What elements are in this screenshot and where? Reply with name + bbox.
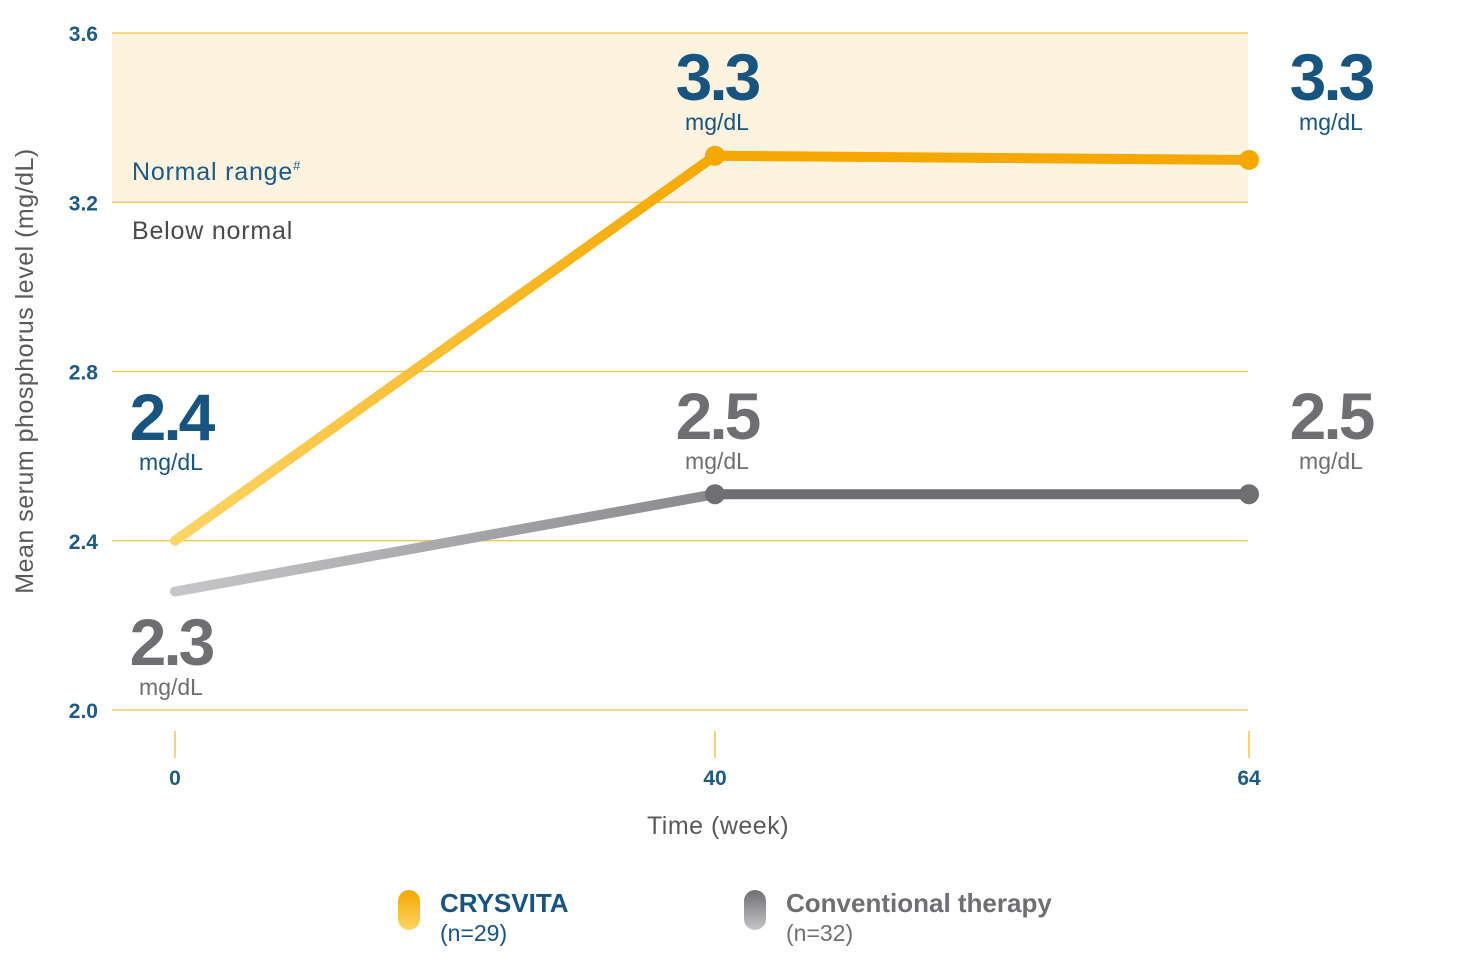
legend-conventional: Conventional therapy (n=32)	[744, 888, 1052, 948]
crysvita-point	[705, 145, 725, 166]
conventional-unit-label: mg/dL	[139, 674, 203, 700]
conventional-unit-label: mg/dL	[685, 448, 749, 474]
conventional-point	[1239, 484, 1259, 505]
conventional-value-label: 2.3	[130, 605, 214, 679]
normal-range-marker: #	[293, 158, 301, 173]
conventional-value-label: 2.5	[676, 379, 760, 453]
x-tick-label: 64	[1237, 767, 1261, 790]
legend-label-crysvita: CRYSVITA	[440, 888, 569, 918]
legend-n-conventional: (n=32)	[786, 920, 854, 946]
y-tick-label: 3.2	[69, 192, 98, 215]
legend-label-conventional: Conventional therapy	[786, 888, 1052, 918]
crysvita-value-label: 3.3	[676, 40, 760, 114]
legend-swatch-conventional	[744, 890, 766, 930]
legend-crysvita: CRYSVITA (n=29)	[398, 888, 569, 948]
below-normal-label: Below normal	[132, 217, 293, 245]
conventional-point	[705, 484, 725, 505]
normal-range-band	[112, 33, 1248, 203]
normal-range-text: Normal range	[132, 158, 293, 186]
conventional-line-segment-1	[170, 489, 720, 597]
x-tick-label: 40	[703, 767, 726, 790]
y-tick-label: 2.8	[69, 362, 99, 385]
y-tick-label: 3.6	[69, 23, 98, 46]
crysvita-value-label: 3.3	[1290, 40, 1374, 114]
normal-range-label: Normal range#	[132, 158, 301, 186]
y-axis-title: Mean serum phosphorus level (mg/dL)	[11, 148, 39, 593]
conventional-value-label: 2.5	[1290, 379, 1374, 453]
crysvita-unit-label: mg/dL	[1299, 109, 1363, 135]
crysvita-value-label: 2.4	[130, 380, 216, 454]
crysvita-point	[1239, 149, 1259, 170]
crysvita-line-segment-1	[170, 150, 720, 546]
x-tick-label: 0	[169, 767, 181, 790]
crysvita-unit-label: mg/dL	[139, 449, 203, 475]
crysvita-unit-label: mg/dL	[685, 109, 749, 135]
y-tick-label: 2.0	[69, 700, 98, 723]
conventional-unit-label: mg/dL	[1299, 448, 1363, 474]
x-axis-title: Time (week)	[647, 812, 789, 840]
y-tick-label: 2.4	[69, 531, 99, 554]
crysvita-line-segment-2	[710, 150, 1254, 165]
legend-swatch-crysvita	[398, 890, 420, 930]
legend-n-crysvita: (n=29)	[440, 920, 508, 946]
